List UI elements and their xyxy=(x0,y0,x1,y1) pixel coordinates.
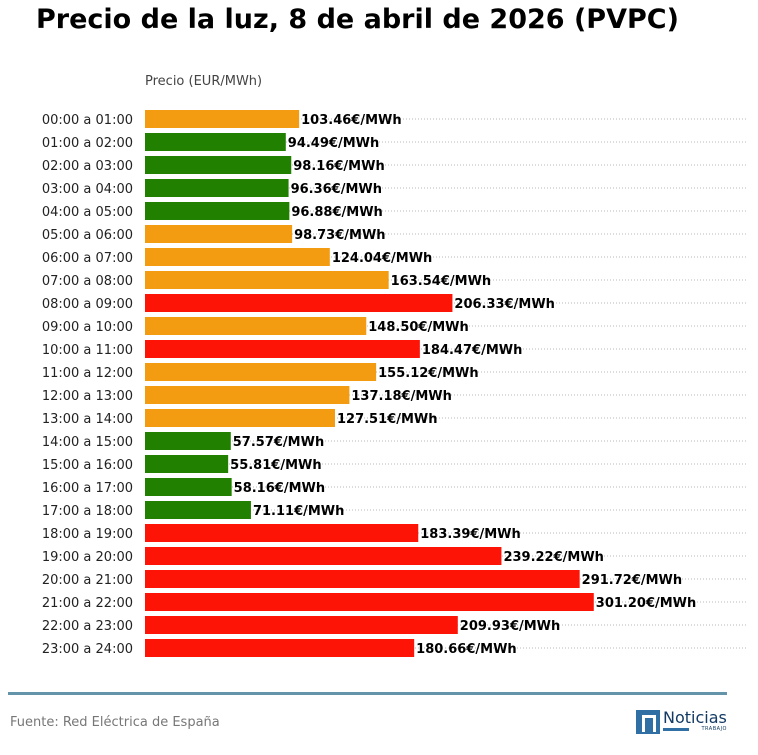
price-bar xyxy=(145,501,251,519)
value-label: 98.16€/MWh xyxy=(293,159,384,174)
value-label: 55.81€/MWh xyxy=(230,458,321,473)
category-label: 23:00 a 24:00 xyxy=(42,642,133,657)
value-label: 184.47€/MWh xyxy=(422,343,523,358)
category-label: 22:00 a 23:00 xyxy=(42,619,133,634)
price-bar xyxy=(145,363,377,381)
value-label: 94.49€/MWh xyxy=(288,136,379,151)
category-label: 09:00 a 10:00 xyxy=(42,320,133,335)
value-label: 58.16€/MWh xyxy=(234,481,325,496)
category-label: 16:00 a 17:00 xyxy=(42,481,133,496)
value-label: 163.54€/MWh xyxy=(391,274,492,289)
price-bar xyxy=(145,110,300,128)
price-bar xyxy=(145,317,367,335)
logo-mark-icon xyxy=(636,710,660,734)
price-bar xyxy=(145,524,419,542)
value-label: 127.51€/MWh xyxy=(337,412,438,427)
category-label: 07:00 a 08:00 xyxy=(42,274,133,289)
category-label: 10:00 a 11:00 xyxy=(42,343,133,358)
value-label: 96.88€/MWh xyxy=(291,205,382,220)
category-label: 02:00 a 03:00 xyxy=(42,159,133,174)
chart-title: Precio de la luz, 8 de abril de 2026 (PV… xyxy=(36,4,679,35)
value-label: 206.33€/MWh xyxy=(454,297,555,312)
category-label: 04:00 a 05:00 xyxy=(42,205,133,220)
category-label: 17:00 a 18:00 xyxy=(42,504,133,519)
price-bar xyxy=(145,156,292,174)
value-label: 124.04€/MWh xyxy=(332,251,433,266)
price-bar xyxy=(145,639,415,657)
logo-name: Noticias xyxy=(663,708,727,727)
value-label: 301.20€/MWh xyxy=(596,596,697,611)
price-bar xyxy=(145,248,330,266)
price-bar xyxy=(145,593,594,611)
price-bar xyxy=(145,455,229,473)
value-label: 183.39€/MWh xyxy=(420,527,521,542)
price-bar xyxy=(145,616,458,634)
price-bar xyxy=(145,386,350,404)
category-label: 00:00 a 01:00 xyxy=(42,113,133,128)
category-label: 08:00 a 09:00 xyxy=(42,297,133,312)
source-note: Fuente: Red Eléctrica de España xyxy=(10,715,220,730)
value-label: 155.12€/MWh xyxy=(378,366,479,381)
x-axis-label: Precio (EUR/MWh) xyxy=(145,74,263,89)
category-label: 20:00 a 21:00 xyxy=(42,573,133,588)
price-bar xyxy=(145,547,502,565)
value-label: 57.57€/MWh xyxy=(233,435,324,450)
value-label: 96.36€/MWh xyxy=(291,182,382,197)
price-bar xyxy=(145,570,580,588)
logo-tagline: TRABAJO xyxy=(663,726,727,732)
category-label: 03:00 a 04:00 xyxy=(42,182,133,197)
category-label: 06:00 a 07:00 xyxy=(42,251,133,266)
value-label: 103.46€/MWh xyxy=(301,113,402,128)
category-label: 12:00 a 13:00 xyxy=(42,389,133,404)
price-bar xyxy=(145,340,420,358)
category-label: 21:00 a 22:00 xyxy=(42,596,133,611)
category-label: 14:00 a 15:00 xyxy=(42,435,133,450)
category-label: 18:00 a 19:00 xyxy=(42,527,133,542)
footer-divider xyxy=(8,692,727,695)
price-bar xyxy=(145,294,453,312)
value-label: 71.11€/MWh xyxy=(253,504,344,519)
price-bar xyxy=(145,432,231,450)
price-bar xyxy=(145,225,293,243)
price-bar xyxy=(145,179,289,197)
category-label: 05:00 a 06:00 xyxy=(42,228,133,243)
category-label: 15:00 a 16:00 xyxy=(42,458,133,473)
price-bar xyxy=(145,202,290,220)
category-label: 13:00 a 14:00 xyxy=(42,412,133,427)
bar-chart: 00:00 a 01:00 103.46€/MWh 01:00 a 02:00 94.… xyxy=(42,110,748,657)
value-label: 98.73€/MWh xyxy=(294,228,385,243)
value-label: 137.18€/MWh xyxy=(351,389,452,404)
value-label: 239.22€/MWh xyxy=(503,550,604,565)
price-bar xyxy=(145,133,286,151)
value-label: 291.72€/MWh xyxy=(582,573,683,588)
category-label: 01:00 a 02:00 xyxy=(42,136,133,151)
category-label: 11:00 a 12:00 xyxy=(42,366,133,381)
category-label: 19:00 a 20:00 xyxy=(42,550,133,565)
price-bar xyxy=(145,271,389,289)
price-bar xyxy=(145,409,335,427)
noticias-trabajo-logo: Noticias TRABAJO xyxy=(636,708,728,735)
value-label: 209.93€/MWh xyxy=(460,619,560,634)
value-label: 148.50€/MWh xyxy=(368,320,469,335)
price-bar xyxy=(145,478,232,496)
value-label: 180.66€/MWh xyxy=(416,642,517,657)
